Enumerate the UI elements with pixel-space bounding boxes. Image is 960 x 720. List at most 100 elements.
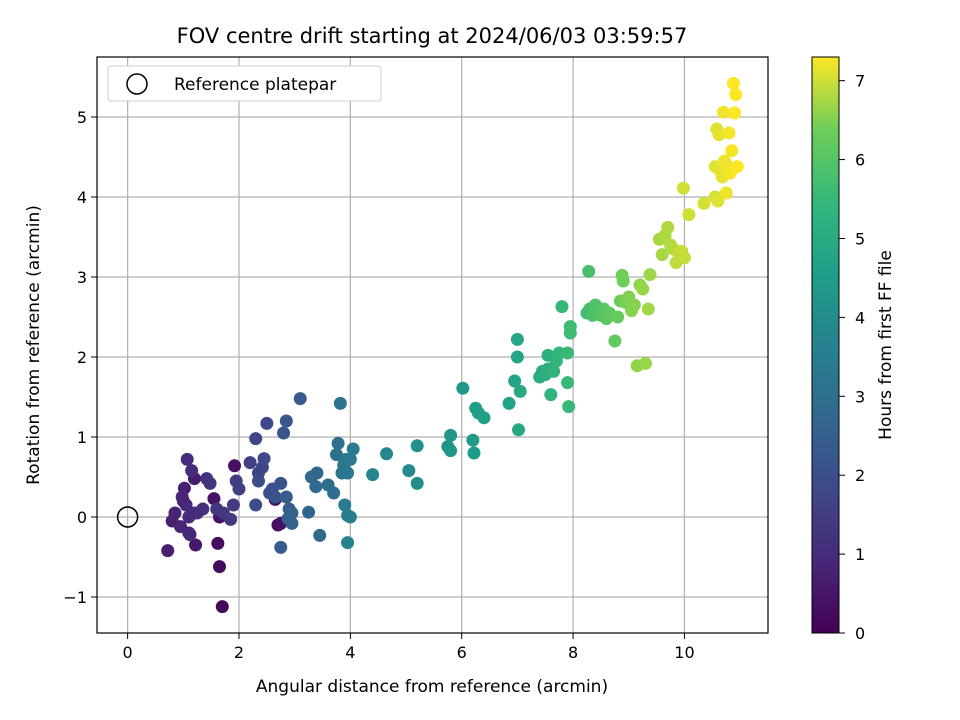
data-point — [228, 459, 242, 473]
data-point — [466, 433, 480, 447]
data-point — [719, 186, 733, 200]
data-point — [643, 268, 657, 282]
colorbar: 0 1 2 3 4 5 6 7 Hours from first FF file — [811, 56, 896, 643]
data-point — [174, 520, 188, 534]
data-point — [722, 126, 736, 140]
x-tick-label: 0 — [123, 643, 133, 662]
data-point — [636, 282, 650, 296]
data-point — [725, 144, 739, 158]
data-point — [561, 376, 575, 390]
data-point — [183, 528, 197, 542]
data-point — [341, 536, 355, 550]
data-point — [293, 392, 307, 406]
reference-platepar-marker — [116, 506, 139, 528]
y-tick-label: −1 — [63, 588, 87, 607]
data-point — [608, 334, 622, 348]
x-tick-label: 8 — [568, 643, 578, 662]
data-point — [555, 300, 569, 314]
data-point — [257, 452, 271, 466]
colorbar-tick-label: 5 — [855, 229, 865, 248]
data-point — [716, 105, 730, 119]
data-point — [338, 498, 352, 512]
data-point — [310, 466, 324, 480]
data-point — [243, 456, 257, 470]
data-point — [444, 428, 458, 442]
data-point — [562, 400, 576, 414]
data-point — [260, 416, 274, 430]
data-point — [327, 486, 341, 500]
data-point — [331, 436, 345, 450]
data-point — [207, 492, 221, 506]
x-tick-label: 2 — [234, 643, 244, 662]
data-point — [189, 538, 203, 552]
plot-frame — [96, 56, 769, 634]
y-tick-label: 2 — [77, 348, 87, 367]
data-point — [615, 268, 629, 282]
data-point — [502, 396, 516, 410]
data-point — [513, 384, 527, 398]
data-point — [343, 452, 357, 466]
y-tick-label: 1 — [77, 428, 87, 447]
data-point — [309, 480, 323, 494]
data-point — [730, 160, 744, 174]
data-point — [203, 476, 217, 490]
data-point — [346, 442, 360, 456]
data-point — [402, 464, 416, 478]
data-point — [224, 512, 238, 526]
data-point — [728, 106, 742, 120]
data-point — [279, 490, 293, 504]
data-point — [712, 128, 726, 142]
data-point — [661, 220, 675, 234]
x-axis-label: Angular distance from reference (arcmin) — [256, 677, 608, 697]
data-point — [366, 468, 380, 482]
data-point — [711, 194, 725, 208]
data-point — [249, 432, 263, 446]
colorbar-tick-label: 0 — [855, 624, 865, 643]
data-point — [211, 536, 225, 550]
data-point — [729, 88, 743, 102]
data-point — [682, 208, 696, 222]
colorbar-label: Hours from first FF file — [876, 250, 896, 440]
data-point — [279, 414, 293, 428]
data-point — [726, 76, 740, 90]
data-point — [467, 446, 481, 460]
data-point — [285, 506, 299, 520]
data-point — [561, 346, 575, 360]
data-point — [185, 464, 199, 478]
data-point — [510, 350, 524, 364]
legend-box — [107, 65, 382, 102]
data-point — [215, 600, 229, 614]
data-point — [313, 528, 327, 542]
data-point — [277, 426, 291, 440]
data-point — [302, 505, 316, 519]
data-point — [547, 364, 561, 378]
data-point — [563, 326, 577, 340]
data-point — [333, 396, 347, 410]
data-point — [285, 516, 299, 530]
data-point — [627, 298, 641, 312]
data-point — [477, 411, 491, 425]
data-point — [410, 476, 424, 490]
data-point — [168, 506, 182, 520]
data-point — [544, 388, 558, 402]
data-point — [510, 332, 524, 346]
data-point — [274, 540, 288, 554]
colorbar-tick-label: 4 — [855, 308, 865, 327]
x-tick-label: 4 — [345, 643, 355, 662]
data-point — [456, 381, 470, 395]
data-point — [232, 482, 246, 496]
data-point — [343, 510, 357, 524]
data-point — [251, 474, 265, 488]
chart-title: FOV centre drift starting at 2024/06/03 … — [177, 24, 688, 48]
y-tick-label: 5 — [77, 108, 87, 127]
colorbar-ticks: 0 1 2 3 4 5 6 7 — [839, 72, 865, 643]
x-tick-label: 6 — [457, 643, 467, 662]
colorbar-tick-label: 7 — [855, 72, 865, 91]
data-point — [341, 466, 355, 480]
colorbar-tick-label: 2 — [855, 466, 865, 485]
legend-marker-reference — [126, 73, 148, 95]
colorbar-tick-label: 3 — [855, 387, 865, 406]
colorbar-tick-label: 1 — [855, 545, 865, 564]
y-tick-label: 0 — [77, 508, 87, 527]
